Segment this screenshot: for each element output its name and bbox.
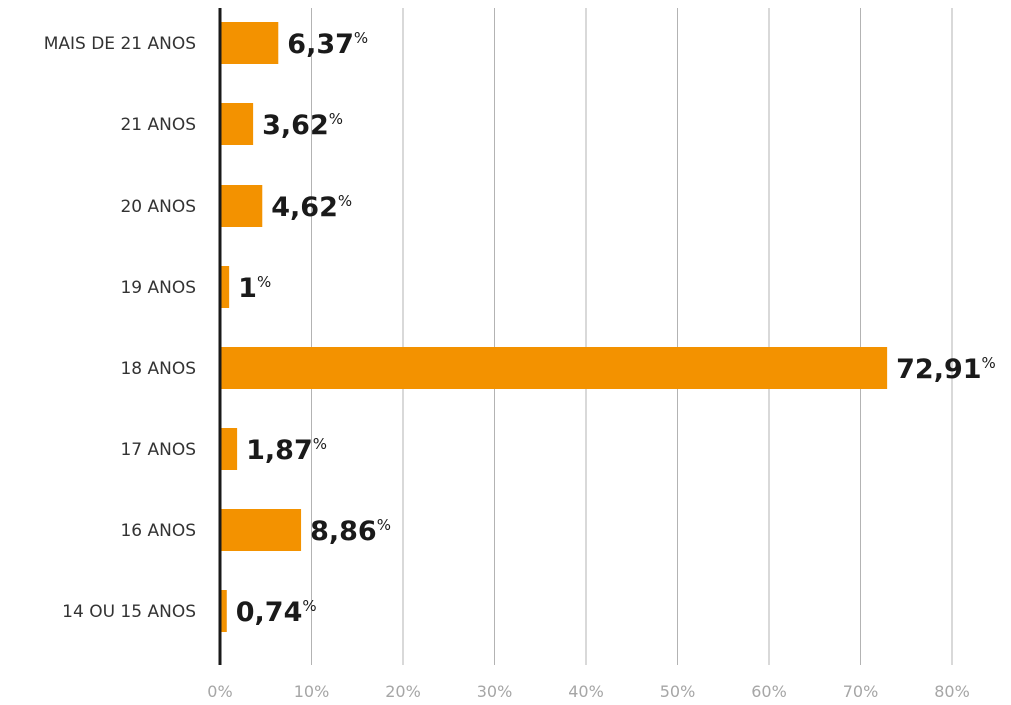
value-label: 3,62% [262,110,343,141]
bar [220,185,263,227]
x-tick-label: 70% [843,682,879,701]
bar [220,266,230,308]
category-label: 18 ANOS [120,359,196,379]
category-label: 21 ANOS [120,115,196,135]
category-label: 19 ANOS [120,278,196,298]
category-label: 14 OU 15 ANOS [62,602,196,622]
x-tick-label: 60% [751,682,787,701]
bars [220,22,888,632]
value-label: 0,74% [236,597,317,628]
x-tick-label: 20% [385,682,421,701]
category-label: 17 ANOS [120,440,196,460]
value-label: 8,86% [310,516,391,547]
gridlines [311,8,953,665]
bar [220,509,302,551]
value-labels: 6,37% 3,62% 4,62% 1% 72,91% 1,87% 8,86% 0,74% [236,29,996,628]
category-labels: MAIS DE 21 ANOS 21 ANOS 20 ANOS 19 ANOS 18 A… [44,34,196,622]
bar [220,347,888,389]
x-tick-labels: 0% 10% 20% 30% 40% 50% 60% 70% 80% [207,682,969,701]
x-tick-label: 40% [568,682,604,701]
x-tick-label: 0% [207,682,232,701]
x-tick-label: 80% [934,682,970,701]
category-label: 16 ANOS [120,521,196,541]
bar [220,103,254,145]
value-label: 72,91% [896,354,996,385]
x-tick-label: 10% [294,682,330,701]
bar [220,590,227,632]
value-label: 4,62% [271,192,352,223]
x-tick-label: 30% [477,682,513,701]
category-label: MAIS DE 21 ANOS [44,34,196,54]
value-label: 1% [238,273,271,304]
category-label: 20 ANOS [120,197,196,217]
value-label: 6,37% [287,29,368,60]
x-tick-label: 50% [660,682,696,701]
value-label: 1,87% [246,435,327,466]
bar [220,22,279,64]
bar [220,428,238,470]
